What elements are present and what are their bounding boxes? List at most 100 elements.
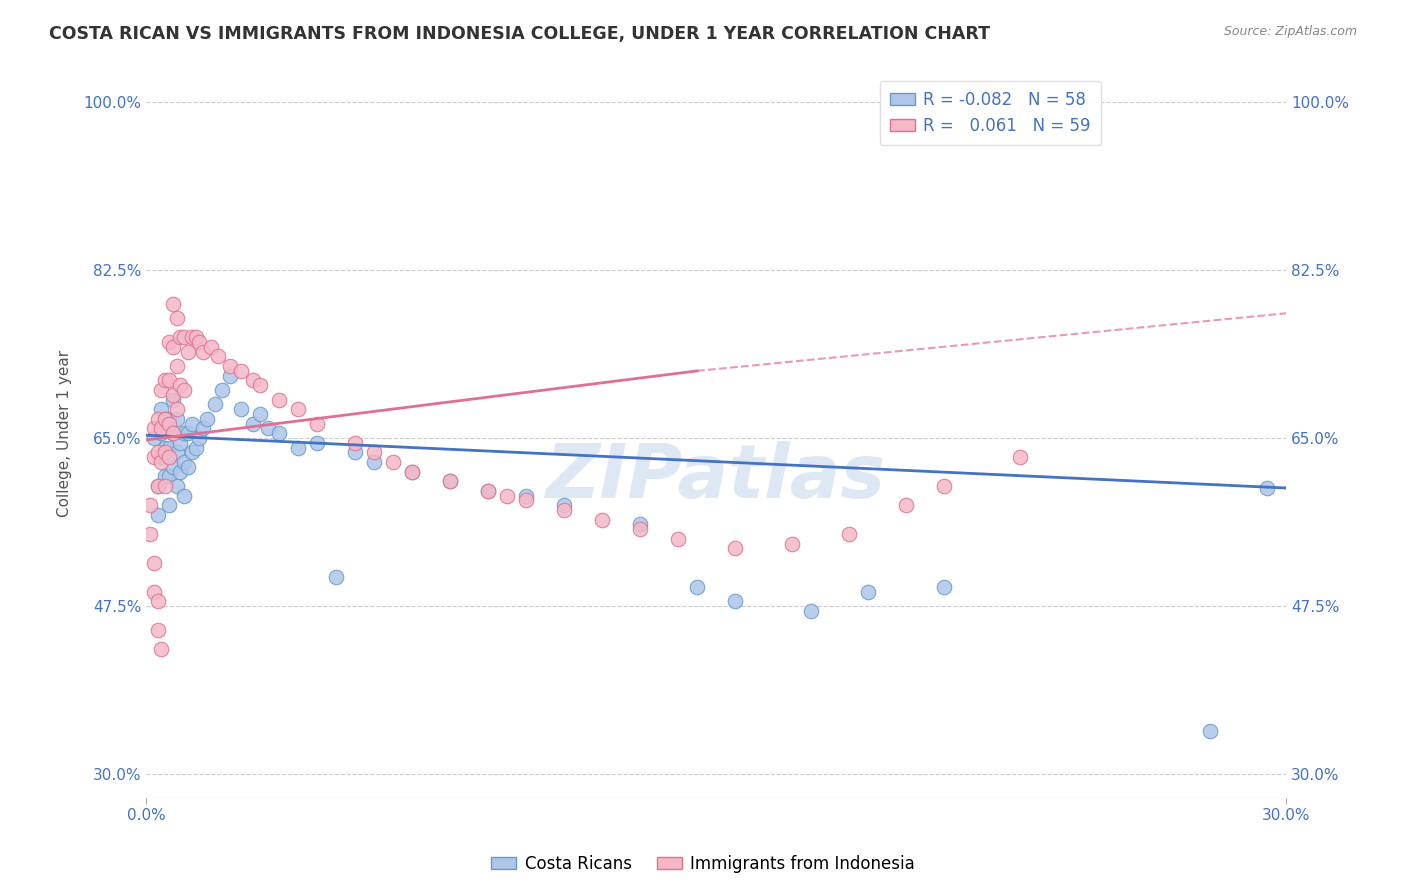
Point (363, 445, 385, 459)
Point (1199, 723, 1222, 738)
Point (157, 412, 180, 426)
Point (162, 296, 184, 310)
Text: ZIPatlas: ZIPatlas (546, 441, 886, 514)
Point (515, 493, 537, 508)
Point (553, 498, 575, 512)
Point (628, 522, 651, 536)
Point (249, 378, 271, 392)
Y-axis label: College, Under 1 year: College, Under 1 year (58, 350, 72, 516)
Point (153, 374, 176, 388)
Point (162, 459, 184, 474)
Point (150, 455, 173, 469)
Point (188, 431, 211, 445)
Point (166, 445, 188, 459)
Point (211, 383, 233, 397)
Point (344, 445, 367, 459)
Point (177, 344, 200, 359)
Point (184, 441, 207, 455)
Point (894, 498, 917, 512)
Point (173, 383, 195, 397)
Point (173, 330, 195, 344)
Point (166, 402, 188, 417)
Point (162, 426, 184, 441)
Point (157, 498, 180, 512)
Point (153, 412, 176, 426)
Point (153, 479, 176, 493)
Point (666, 532, 689, 546)
Point (150, 450, 173, 465)
Point (157, 335, 180, 350)
Point (146, 412, 169, 426)
Point (157, 417, 180, 431)
Point (195, 412, 218, 426)
Point (724, 594, 747, 608)
Point (1008, 450, 1031, 465)
Point (146, 445, 169, 459)
Point (150, 383, 173, 397)
Point (169, 436, 191, 450)
Point (591, 513, 613, 527)
Point (307, 417, 329, 431)
Point (628, 517, 651, 532)
Point (162, 340, 184, 354)
Point (169, 378, 191, 392)
Point (242, 417, 264, 431)
Point (157, 469, 180, 483)
Point (139, 498, 162, 512)
Point (344, 436, 367, 450)
Point (188, 335, 211, 350)
Point (515, 489, 537, 503)
Legend: R = -0.082   N = 58, R =   0.061   N = 59: R = -0.082 N = 58, R = 0.061 N = 59 (880, 80, 1101, 145)
Point (166, 479, 188, 493)
Point (180, 445, 202, 459)
Point (142, 450, 165, 465)
Point (150, 642, 173, 657)
Point (307, 436, 329, 450)
Point (146, 479, 169, 493)
Point (162, 426, 184, 441)
Point (146, 594, 169, 608)
Point (800, 604, 823, 618)
Point (401, 465, 423, 479)
Point (173, 455, 195, 469)
Point (142, 421, 165, 435)
Point (780, 537, 803, 551)
Point (363, 455, 385, 469)
Point (142, 431, 165, 445)
Point (218, 359, 240, 373)
Point (150, 421, 173, 435)
Point (166, 359, 188, 373)
Point (150, 426, 173, 441)
Point (269, 426, 291, 441)
Point (242, 374, 264, 388)
Point (184, 330, 207, 344)
Point (153, 469, 176, 483)
Point (173, 426, 195, 441)
Point (553, 503, 575, 517)
Point (191, 421, 214, 435)
Point (204, 397, 226, 411)
Point (191, 344, 214, 359)
Legend: Costa Ricans, Immigrants from Indonesia: Costa Ricans, Immigrants from Indonesia (485, 848, 921, 880)
Point (382, 455, 405, 469)
Point (287, 402, 309, 417)
Point (162, 392, 184, 407)
Point (439, 475, 461, 489)
Point (269, 392, 291, 407)
Text: Source: ZipAtlas.com: Source: ZipAtlas.com (1223, 25, 1357, 38)
Point (856, 584, 879, 599)
Point (169, 330, 191, 344)
Point (932, 580, 955, 594)
Text: COSTA RICAN VS IMMIGRANTS FROM INDONESIA COLLEGE, UNDER 1 YEAR CORRELATION CHART: COSTA RICAN VS IMMIGRANTS FROM INDONESIA… (49, 25, 990, 43)
Point (686, 580, 709, 594)
Point (325, 570, 347, 584)
Point (157, 441, 180, 455)
Point (496, 489, 519, 503)
Point (153, 441, 176, 455)
Point (153, 445, 176, 459)
Point (173, 489, 195, 503)
Point (287, 441, 309, 455)
Point (838, 527, 860, 541)
Point (169, 465, 191, 479)
Point (218, 368, 240, 383)
